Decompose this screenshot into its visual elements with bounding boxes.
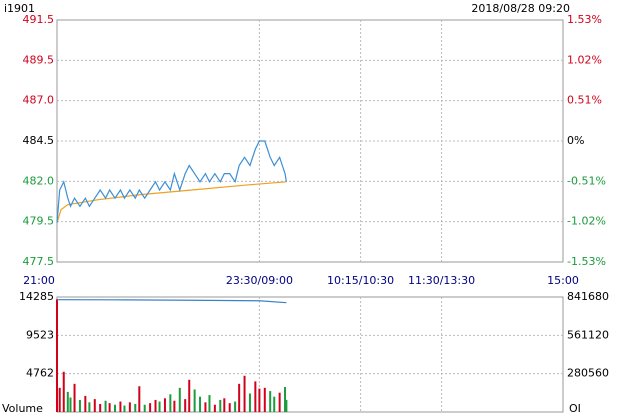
volume-bar [208, 395, 211, 412]
volume-bar [238, 383, 241, 412]
volume-bar [66, 391, 69, 412]
y2-tick-label: -1.02% [567, 215, 606, 228]
volume-bar [213, 404, 216, 412]
volume-bar [158, 401, 161, 412]
volume-bar [149, 403, 152, 412]
y-tick-label: 489.5 [23, 53, 55, 66]
chart-time: 2018/08/28 09:20 [471, 2, 570, 15]
x-tick-label: 10:15/10:30 [327, 274, 394, 287]
x-tick-label: 21:00 [23, 274, 55, 287]
volume-bar [234, 401, 237, 412]
x-tick-label: 11:30/13:30 [408, 274, 475, 287]
volume-bar [258, 388, 261, 412]
chart-title: i1901 [4, 2, 35, 15]
volume-bar [134, 403, 137, 412]
volume-bar [78, 399, 81, 412]
y-tick-label: 479.5 [23, 215, 55, 228]
volume-bar [285, 399, 288, 412]
volume-bar [169, 394, 172, 412]
y2-tick-label: 0% [567, 134, 584, 147]
volume-frame [56, 296, 564, 413]
y-tick-label: 491.5 [23, 13, 55, 26]
x-tick-label: 15:00 [547, 274, 579, 287]
y2-tick-label: 280560 [567, 367, 609, 380]
y-tick-label: 487.0 [23, 94, 55, 107]
volume-bar [278, 392, 281, 412]
y2-tick-label: -1.53% [567, 255, 606, 268]
volume-bar [173, 400, 176, 412]
volume-bar [193, 389, 196, 412]
oi-line [56, 299, 287, 304]
volume-bar [263, 387, 266, 412]
y2-tick-label: 561120 [567, 328, 609, 341]
avg-line [56, 181, 287, 223]
volume-bar [69, 397, 72, 412]
volume-bar [254, 381, 257, 412]
volume-bar [223, 398, 226, 412]
volume-bar [128, 402, 131, 412]
y2-tick-label: 0.51% [567, 94, 602, 107]
volume-bar [199, 396, 202, 412]
volume-bar [154, 399, 157, 412]
volume-bar [123, 405, 126, 412]
volume-bar [62, 371, 65, 412]
volume-bar [284, 387, 287, 412]
volume-label: Volume [2, 402, 43, 415]
volume-bar [73, 383, 76, 412]
volume-bar [204, 402, 207, 412]
volume-bar [58, 387, 61, 412]
volume-bar [248, 393, 251, 412]
volume-bar [178, 387, 181, 412]
y-tick-label: 482.0 [23, 174, 55, 187]
oi-label: OI [569, 402, 581, 415]
volume-bar [138, 386, 141, 412]
price-line [56, 140, 287, 223]
x-tick-label: 23:30/09:00 [226, 274, 293, 287]
y-tick-label: 14285 [19, 290, 54, 303]
y-tick-label: 484.5 [23, 134, 55, 147]
y-tick-label: 477.5 [23, 255, 55, 268]
volume-bar [108, 403, 111, 412]
y2-tick-label: 1.02% [567, 53, 602, 66]
volume-bar [269, 391, 272, 412]
y-tick-label: 4762 [26, 367, 54, 380]
volume-bar [188, 379, 191, 412]
y2-tick-label: 1.53% [567, 13, 602, 26]
volume-bar [184, 399, 187, 412]
volume-bar [119, 401, 122, 412]
volume-bar [88, 402, 91, 412]
volume-bar [219, 399, 222, 412]
volume-bar [273, 396, 276, 412]
volume-bar [93, 399, 96, 412]
volume-bar [114, 404, 117, 412]
volume-bar [143, 404, 146, 412]
y2-tick-label: 841680 [567, 290, 609, 303]
volume-bar [99, 403, 102, 412]
volume-bar [104, 400, 107, 412]
y-tick-label: 9523 [26, 328, 54, 341]
volume-bar [243, 375, 246, 412]
volume-bar [228, 403, 231, 412]
volume-bar [84, 395, 87, 412]
y2-tick-label: -0.51% [567, 174, 606, 187]
volume-bar [56, 299, 58, 412]
volume-bar [163, 398, 166, 412]
